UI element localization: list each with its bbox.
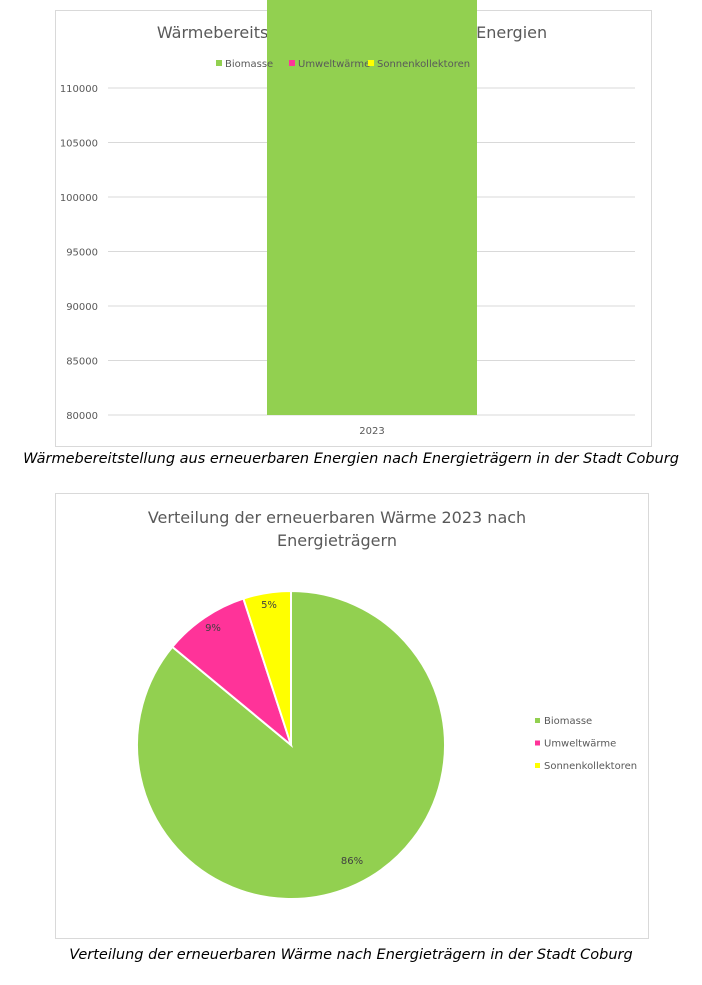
legend-marker bbox=[216, 60, 222, 66]
pie-slice-sonnenkollektoren bbox=[242, 589, 292, 746]
legend-marker bbox=[535, 763, 540, 768]
legend-label: Biomasse bbox=[225, 59, 273, 70]
legend-label: Umweltwärme bbox=[544, 739, 616, 750]
y-tick-label: 85000 bbox=[66, 357, 98, 368]
pie-chart-title: Verteilung der erneuerbaren Wärme 2023 n… bbox=[148, 508, 526, 527]
pie-slice-umweltwärme bbox=[170, 597, 294, 748]
x-tick-label: 2023 bbox=[359, 426, 384, 437]
y-tick-label: 110000 bbox=[60, 84, 98, 95]
legend-marker bbox=[289, 60, 295, 66]
y-tick-label: 80000 bbox=[66, 411, 98, 422]
y-tick-label: 105000 bbox=[60, 139, 98, 150]
y-tick-label: 95000 bbox=[66, 248, 98, 259]
pie-chart-caption: Verteilung der erneuerbaren Wärme nach E… bbox=[69, 947, 633, 963]
legend-marker bbox=[535, 718, 540, 723]
bar-segment-biomasse bbox=[267, 0, 477, 415]
y-tick-label: 90000 bbox=[66, 302, 98, 313]
legend-marker bbox=[535, 740, 540, 746]
legend-label: Sonnenkollektoren bbox=[544, 761, 637, 772]
legend-marker bbox=[368, 60, 374, 66]
pie-data-label: 5% bbox=[261, 600, 277, 611]
pie-data-label: 9% bbox=[205, 623, 221, 634]
legend-label: Umweltwärme bbox=[298, 59, 370, 70]
y-tick-label: 100000 bbox=[60, 193, 98, 204]
legend-label: Sonnenkollektoren bbox=[377, 59, 470, 70]
pie-chart-title: Energieträgern bbox=[277, 531, 397, 550]
legend-label: Biomasse bbox=[544, 716, 592, 727]
bar-chart-caption: Wärmebereitstellung aus erneuerbaren Ene… bbox=[23, 451, 679, 467]
pie-data-label: 86% bbox=[341, 856, 363, 867]
